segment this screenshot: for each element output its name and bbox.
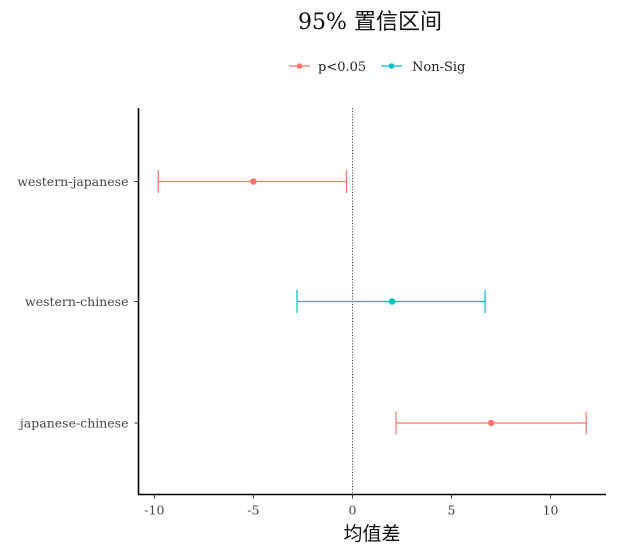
x-axis-ticks: -10 -5 0 5 10 (144, 494, 559, 518)
legend-dot-sig (296, 63, 303, 69)
legend-label-sig: p<0.05 (318, 60, 366, 75)
point-estimate (388, 298, 396, 305)
y-tick-label: japanese-chinese (18, 416, 129, 431)
x-tick-label: 5 (448, 503, 456, 518)
point-estimate (250, 178, 257, 185)
y-tick-label: western-japanese (17, 174, 128, 189)
legend-dot-nonsig (388, 63, 395, 69)
errorbar-western-japanese (157, 170, 348, 193)
legend-item-sig: p<0.05 (289, 60, 366, 75)
legend: p<0.05 Non-Sig (289, 60, 465, 75)
plot-area: western-japanese western-chinese japanese-… (17, 108, 606, 518)
chart-title: 95% 置信区间 (298, 10, 442, 35)
errorbar-western-chinese (296, 290, 486, 313)
x-tick-label: 10 (543, 503, 559, 518)
point-estimate (487, 419, 495, 427)
legend-label-nonsig: Non-Sig (412, 60, 465, 75)
marks-layer (157, 170, 587, 435)
errorbar-japanese-chinese (395, 411, 587, 435)
x-tick-label: -10 (144, 503, 164, 518)
y-tick-label: western-chinese (25, 294, 129, 309)
x-tick-label: -5 (247, 503, 259, 518)
legend-item-nonsig: Non-Sig (381, 60, 465, 75)
x-tick-label: 0 (348, 503, 356, 518)
y-axis-ticks: western-japanese western-chinese japanese-… (17, 174, 139, 431)
x-axis-title: 均值差 (343, 523, 400, 545)
